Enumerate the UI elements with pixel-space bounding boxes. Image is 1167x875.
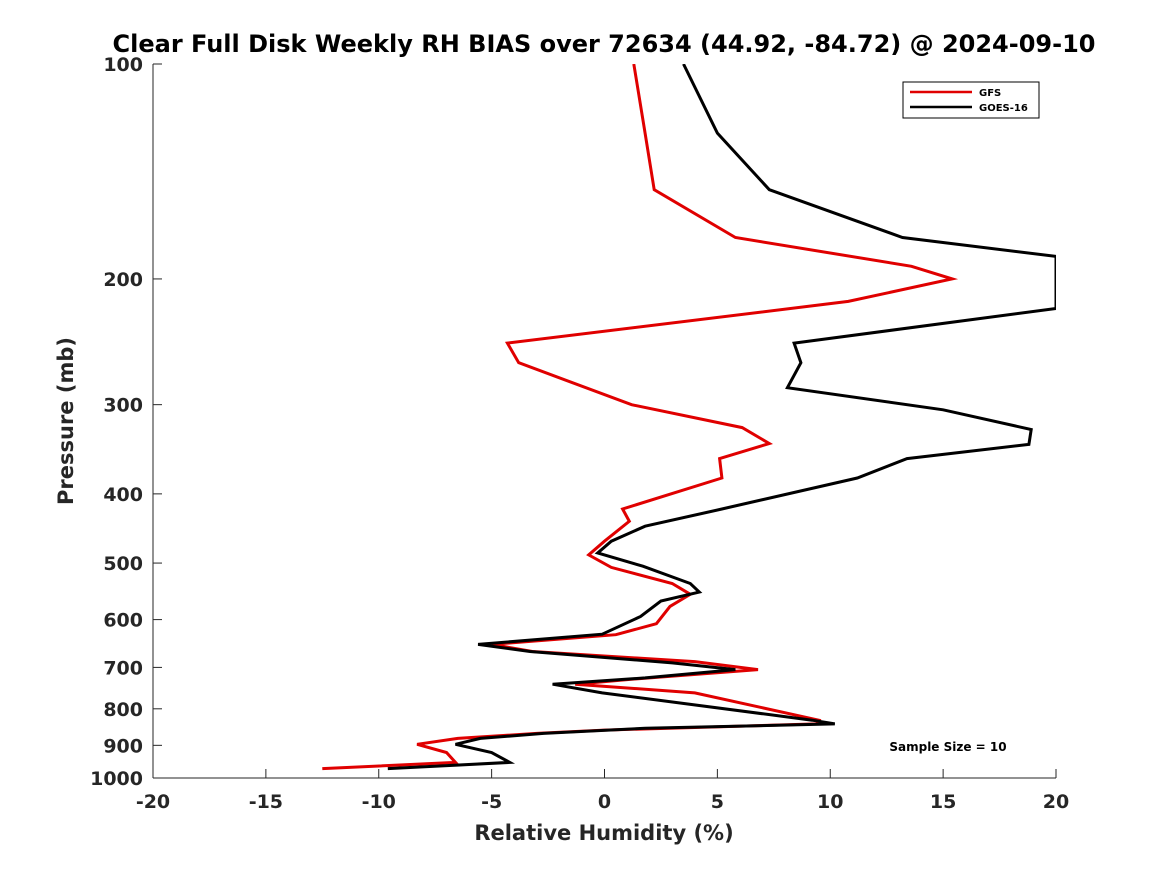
x-tick-label: 0: [598, 791, 611, 813]
x-tick-label: 20: [1043, 791, 1069, 813]
plot-area: [153, 64, 1056, 778]
x-tick-label: 5: [711, 791, 724, 813]
legend-label-gfs: GFS: [979, 88, 1001, 99]
y-tick-label: 900: [103, 735, 143, 757]
x-tick-label: -20: [136, 791, 170, 813]
series-layer: [322, 64, 1056, 771]
y-tick-label: 100: [103, 54, 143, 76]
legend-box: [902, 81, 1040, 119]
y-tick-label: 600: [103, 610, 143, 632]
x-tick-label: -15: [249, 791, 283, 813]
x-axis-label: Relative Humidity (%): [474, 821, 733, 845]
y-tick-label: 400: [103, 484, 143, 506]
chart-title: Clear Full Disk Weekly RH BIAS over 7263…: [113, 30, 1096, 58]
legend: GFS GOES-16: [902, 81, 1040, 119]
x-tick-label: 15: [930, 791, 956, 813]
y-tick-label: 200: [103, 269, 143, 291]
y-tick-label: 800: [103, 699, 143, 721]
x-axis-ticks: -20 -15 -10 -5 0 5 10 15 20: [136, 769, 1069, 813]
x-tick-label: -10: [362, 791, 396, 813]
y-tick-label: 1000: [90, 768, 143, 790]
legend-label-goes16: GOES-16: [979, 103, 1028, 114]
y-tick-label: 700: [103, 657, 143, 679]
y-axis-label: Pressure (mb): [54, 337, 78, 505]
y-tick-label: 500: [103, 553, 143, 575]
series-line-goes-16: [387, 64, 1056, 771]
y-tick-label: 300: [103, 395, 143, 417]
x-tick-label: 10: [817, 791, 843, 813]
x-tick-label: -5: [481, 791, 502, 813]
y-axis-ticks: 100 200 300 400 500 600 700 800 900 1000: [90, 54, 162, 790]
sample-size-annotation: Sample Size = 10: [889, 740, 1006, 754]
